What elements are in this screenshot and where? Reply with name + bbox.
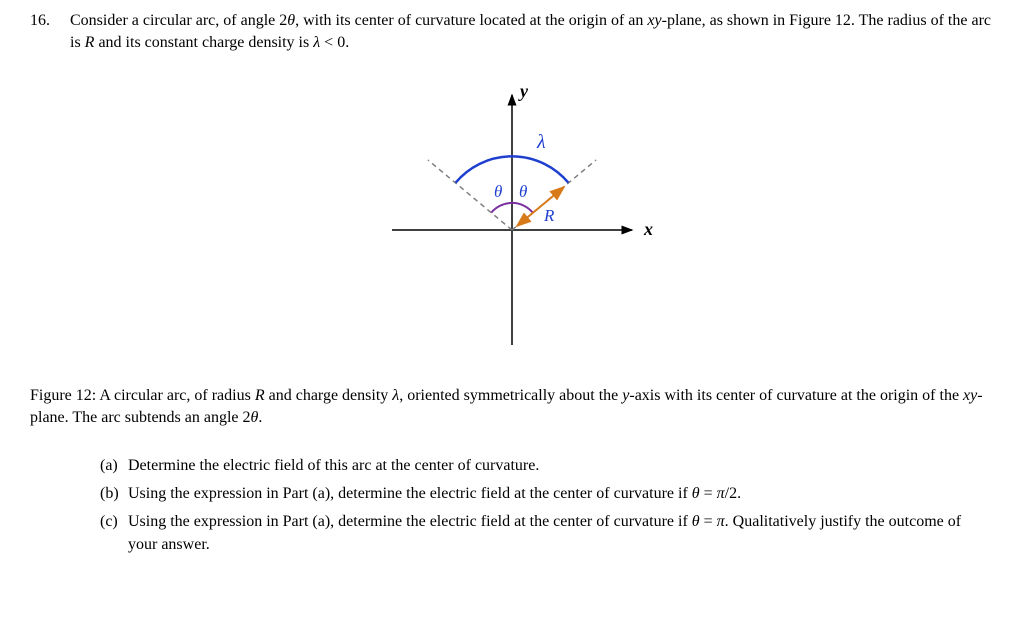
text-segment: Using the expression in Part (a), determ…	[128, 485, 692, 502]
figure-svg: y x λ θ θ R	[332, 75, 692, 355]
part-b-label: (b)	[100, 483, 128, 505]
caption-xy: xy	[963, 387, 977, 404]
figure-container: y x λ θ θ R	[30, 75, 994, 355]
part-c-text: Using the expression in Part (a), determ…	[128, 511, 994, 556]
pi-symbol: π	[717, 513, 725, 530]
theta-label-right: θ	[519, 182, 527, 201]
x-axis-label: x	[643, 219, 653, 239]
part-c: (c) Using the expression in Part (a), de…	[100, 511, 994, 556]
caption-text: and charge density	[265, 387, 393, 404]
lambda-label: λ	[536, 131, 546, 153]
text-segment: Consider a circular arc, of angle 2	[70, 12, 287, 29]
parts-container: (a) Determine the electric field of this…	[100, 455, 994, 557]
figure-caption: Figure 12: A circular arc, of radius R a…	[30, 385, 994, 430]
caption-text: .	[258, 409, 262, 426]
caption-text: Figure 12: A circular arc, of radius	[30, 387, 255, 404]
text-segment: and its constant charge density is	[94, 34, 313, 51]
theta-symbol: θ	[287, 12, 295, 29]
theta-symbol: θ	[692, 513, 700, 530]
pi-symbol: π	[717, 485, 725, 502]
text-segment: Using the expression in Part (a), determ…	[128, 513, 692, 530]
theta-symbol: θ	[692, 485, 700, 502]
caption-text: -axis with its center of curvature at th…	[629, 387, 963, 404]
caption-text: , oriented symmetrically about the	[399, 387, 622, 404]
xy-symbol: xy	[647, 12, 661, 29]
theta-label-left: θ	[494, 182, 502, 201]
caption-R: R	[255, 387, 265, 404]
R-label: R	[543, 206, 555, 225]
R-symbol: R	[85, 34, 95, 51]
text-segment: < 0.	[320, 34, 349, 51]
part-b: (b) Using the expression in Part (a), de…	[100, 483, 994, 505]
part-b-text: Using the expression in Part (a), determ…	[128, 483, 994, 505]
part-a-text: Determine the electric field of this arc…	[128, 455, 994, 477]
part-a: (a) Determine the electric field of this…	[100, 455, 994, 477]
text-segment: =	[700, 513, 717, 530]
text-segment: /2.	[725, 485, 741, 502]
y-axis-label: y	[518, 81, 529, 101]
text-segment: , with its center of curvature located a…	[295, 12, 647, 29]
problem-number: 16.	[30, 10, 70, 32]
part-a-label: (a)	[100, 455, 128, 477]
problem-header: 16. Consider a circular arc, of angle 2θ…	[30, 10, 994, 55]
problem-statement: Consider a circular arc, of angle 2θ, wi…	[70, 10, 994, 55]
part-c-label: (c)	[100, 511, 128, 533]
text-segment: =	[700, 485, 717, 502]
